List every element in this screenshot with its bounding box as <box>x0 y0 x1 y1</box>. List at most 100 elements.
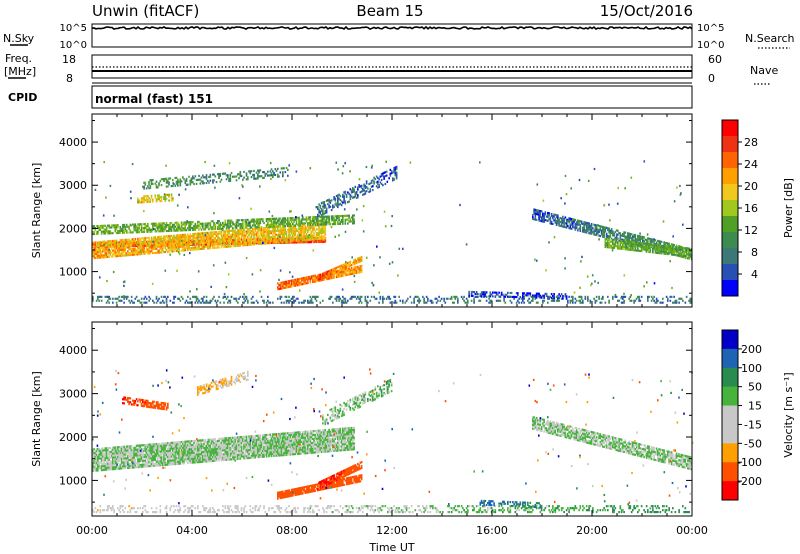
data-cell <box>194 301 197 304</box>
data-cell <box>150 196 153 199</box>
data-cell <box>202 236 204 239</box>
data-cell <box>163 245 165 248</box>
data-cell <box>177 221 179 224</box>
data-cell <box>534 258 536 261</box>
data-cell <box>223 232 225 235</box>
data-cell <box>523 292 525 295</box>
data-cell <box>388 295 390 298</box>
data-cell <box>375 181 378 184</box>
data-cell <box>222 238 224 241</box>
data-cell <box>120 246 123 250</box>
data-cell <box>153 248 155 251</box>
data-cell <box>667 247 669 250</box>
data-cell <box>610 244 613 247</box>
data-cell <box>172 179 174 182</box>
data-cell <box>578 295 580 298</box>
data-cell <box>313 280 315 283</box>
data-cell <box>560 293 563 296</box>
data-cell <box>534 212 537 215</box>
data-cell <box>219 238 222 241</box>
data-cell <box>290 217 293 220</box>
data-cell <box>134 247 137 250</box>
data-cell <box>582 230 584 233</box>
data-cell <box>682 255 684 259</box>
data-cell <box>100 232 103 235</box>
data-cell <box>254 220 257 223</box>
data-cell <box>283 235 285 238</box>
data-cell <box>155 198 158 201</box>
data-cell <box>683 254 685 257</box>
data-cell <box>619 247 622 250</box>
data-cell <box>203 241 205 244</box>
data-cell <box>203 239 205 243</box>
data-cell <box>337 266 339 269</box>
data-cell <box>213 179 215 182</box>
data-cell <box>315 234 318 237</box>
data-cell <box>239 232 242 236</box>
data-cell <box>149 297 152 300</box>
data-cell <box>252 218 254 221</box>
data-cell <box>239 229 242 232</box>
data-cell <box>213 246 215 249</box>
data-cell <box>323 240 325 243</box>
data-cell <box>172 242 174 245</box>
data-cell <box>249 230 252 233</box>
data-cell <box>607 229 609 232</box>
data-cell <box>145 246 148 249</box>
data-cell <box>100 254 103 257</box>
data-cell <box>227 230 229 233</box>
data-cell <box>350 270 353 274</box>
data-cell <box>248 170 250 173</box>
data-cell <box>315 216 318 219</box>
data-cell <box>102 244 104 247</box>
data-cell <box>318 226 320 229</box>
data-cell <box>160 196 163 199</box>
data-cell <box>229 243 232 246</box>
data-cell <box>137 231 139 234</box>
data-cell <box>158 194 160 197</box>
data-cell <box>257 241 259 244</box>
data-cell <box>582 222 584 225</box>
data-cell <box>664 252 667 255</box>
data-cell <box>535 211 538 214</box>
data-cell <box>124 240 127 243</box>
data-cell <box>159 240 162 243</box>
data-cell <box>332 223 334 226</box>
data-cell <box>332 217 334 220</box>
data-cell <box>125 252 128 255</box>
data-cell <box>192 181 194 184</box>
data-cell <box>205 176 208 179</box>
data-cell <box>377 180 379 183</box>
data-cell <box>327 215 329 218</box>
data-cell <box>687 249 689 252</box>
data-cell <box>614 231 617 234</box>
data-cell <box>633 241 635 244</box>
data-cell <box>545 215 548 218</box>
data-cell <box>197 248 199 251</box>
data-cell <box>360 257 363 261</box>
data-cell <box>492 295 494 298</box>
data-cell <box>252 224 254 227</box>
data-cell <box>129 240 132 243</box>
data-cell <box>224 221 227 224</box>
data-cell <box>348 220 350 223</box>
data-cell <box>108 226 110 229</box>
data-cell <box>185 239 188 242</box>
data-cell <box>272 235 274 239</box>
data-cell <box>570 299 573 302</box>
data-cell <box>163 295 165 298</box>
data-cell <box>610 232 613 235</box>
data-cell <box>293 224 295 227</box>
data-cell <box>289 285 292 288</box>
data-cell <box>279 221 282 224</box>
data-cell <box>319 223 322 226</box>
data-cell <box>313 238 315 241</box>
data-cell <box>170 242 173 245</box>
data-cell <box>679 297 682 300</box>
data-cell <box>584 229 587 232</box>
data-cell <box>353 274 356 278</box>
data-cell <box>197 246 199 249</box>
data-cell <box>647 299 649 302</box>
data-cell <box>677 248 679 251</box>
data-cell <box>219 232 222 235</box>
